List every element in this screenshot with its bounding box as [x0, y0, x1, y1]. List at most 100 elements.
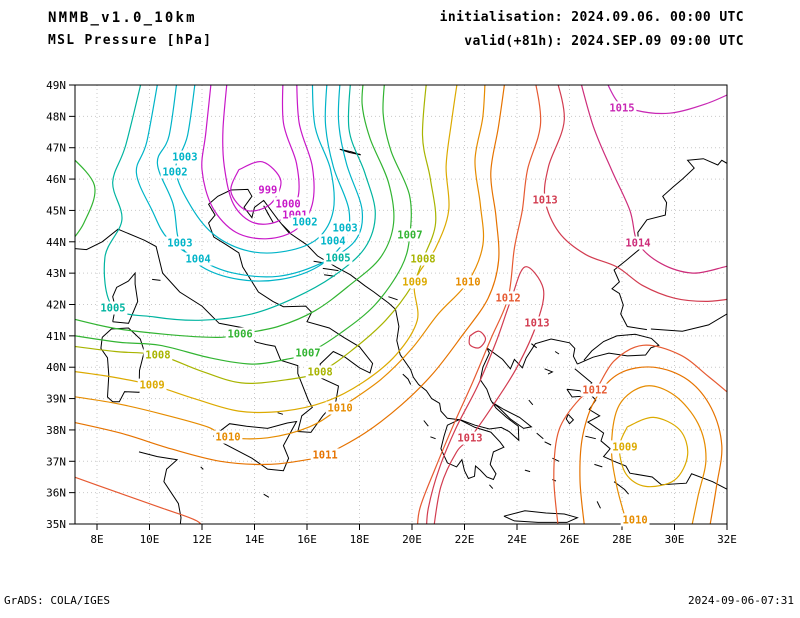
- contour-label-bg: [453, 275, 483, 289]
- contour-label: 999: [258, 185, 277, 197]
- x-axis-label: 28E: [612, 533, 632, 546]
- contour-label-bg: [170, 150, 200, 164]
- coastline: [440, 419, 505, 481]
- y-axis-label: 45N: [46, 204, 66, 217]
- coastline: [263, 493, 270, 498]
- x-axis-label: 22E: [455, 533, 475, 546]
- coastline: [650, 313, 727, 332]
- x-axis-label: 12E: [192, 533, 212, 546]
- contour-label-bg: [98, 301, 128, 315]
- contour-label-bg: [400, 275, 430, 289]
- creation-timestamp: 2024-09-06-07:31: [688, 594, 794, 607]
- coastline: [565, 413, 575, 425]
- valid-time: valid(+81h): 2024.SEP.09 09:00 UTC: [464, 34, 744, 49]
- isobar-1010: [610, 385, 707, 524]
- contour-label-bg: [607, 101, 637, 115]
- contour-label: 1013: [524, 318, 549, 330]
- contour-label-bg: [318, 234, 348, 248]
- contour-label-bg: [455, 431, 485, 445]
- contour-label: 1010: [215, 432, 240, 444]
- contour-label: 1009: [402, 276, 427, 288]
- x-axis-label: 8E: [90, 533, 103, 546]
- contour-label: 1008: [145, 350, 170, 362]
- model-name: NMMB_v1.0_10km: [48, 10, 197, 26]
- contour-label-bg: [256, 183, 280, 197]
- coastline: [531, 343, 538, 349]
- header-left: NMMB_v1.0_10km MSL Pressure [hPa]: [48, 6, 212, 52]
- contour-label-bg: [530, 193, 560, 207]
- y-axis-label: 49N: [46, 79, 66, 92]
- coastline: [524, 469, 531, 473]
- isobar-1005: [103, 85, 376, 321]
- isobar-1012: [416, 85, 542, 524]
- contour-label: 1012: [582, 385, 607, 397]
- x-axis-label: 14E: [245, 533, 265, 546]
- y-axis-label: 43N: [46, 267, 66, 280]
- y-axis-label: 44N: [46, 236, 66, 249]
- isobar-1012: [75, 476, 202, 524]
- y-axis-label: 42N: [46, 299, 66, 312]
- isobar-1011: [75, 85, 505, 466]
- coastline: [266, 211, 274, 224]
- contour-label-bg: [165, 236, 195, 250]
- y-axis-label: 38N: [46, 424, 66, 437]
- contour-label: 1005: [325, 253, 350, 265]
- y-axis-label: 35N: [46, 518, 66, 531]
- contour-label-bg: [213, 430, 243, 444]
- field-title: MSL Pressure [hPa]: [48, 33, 213, 48]
- contour-label-bg: [395, 228, 425, 242]
- coastline: [611, 158, 727, 331]
- grads-credit: GrADS: COLA/IGES: [4, 594, 110, 607]
- contour-label: 1003: [167, 238, 192, 250]
- contour-label-bg: [290, 215, 320, 229]
- contour-label: 1010: [327, 403, 352, 415]
- isobar-1007: [75, 85, 412, 365]
- contour-label: 1014: [625, 238, 650, 250]
- coastline: [491, 401, 533, 429]
- isobar-1012: [553, 344, 727, 524]
- isobar-1001: [201, 85, 315, 240]
- isobar-1003: [156, 85, 351, 282]
- contour-label: 1009: [139, 380, 164, 392]
- contour-label-bg: [620, 513, 650, 527]
- contour-label: 1012: [495, 292, 520, 304]
- x-axis-label: 20E: [402, 533, 422, 546]
- contour-label-bg: [330, 221, 360, 235]
- x-axis-label: 16E: [297, 533, 317, 546]
- contour-label: 1004: [320, 235, 345, 247]
- isobar-1006: [75, 85, 395, 339]
- coastline: [430, 436, 436, 440]
- x-axis-label: 10E: [140, 533, 160, 546]
- contour-label-bg: [225, 327, 255, 341]
- coastline: [544, 441, 552, 446]
- isobar-999: [230, 160, 282, 212]
- coastline: [100, 327, 145, 403]
- coastline: [423, 420, 429, 427]
- coastline: [112, 271, 139, 324]
- y-axis-label: 47N: [46, 142, 66, 155]
- coastline: [503, 510, 579, 523]
- contour-label: 1004: [185, 254, 210, 266]
- contour-label: 1008: [307, 366, 332, 378]
- y-axis-label: 37N: [46, 455, 66, 468]
- x-axis-label: 32E: [717, 533, 737, 546]
- x-axis-label: 26E: [560, 533, 580, 546]
- x-axis-label: 24E: [507, 533, 527, 546]
- contour-label: 1007: [397, 229, 422, 241]
- contour-label: 1013: [532, 195, 557, 207]
- contour-label: 1009: [612, 441, 637, 453]
- coastline: [402, 373, 412, 385]
- contour-label: 1013: [457, 433, 482, 445]
- coastline: [212, 420, 298, 472]
- contour-label-bg: [522, 316, 552, 330]
- coastline: [554, 351, 560, 355]
- y-axis-label: 39N: [46, 393, 66, 406]
- isobar-1000: [222, 85, 300, 225]
- isobar-1009: [75, 85, 458, 414]
- contour-label: 1008: [410, 254, 435, 266]
- coastline: [152, 278, 161, 281]
- contour-label: 1010: [455, 276, 480, 288]
- isobar-1004: [135, 85, 364, 278]
- contour-label: 1003: [332, 223, 357, 235]
- isobar-1013: [426, 266, 545, 524]
